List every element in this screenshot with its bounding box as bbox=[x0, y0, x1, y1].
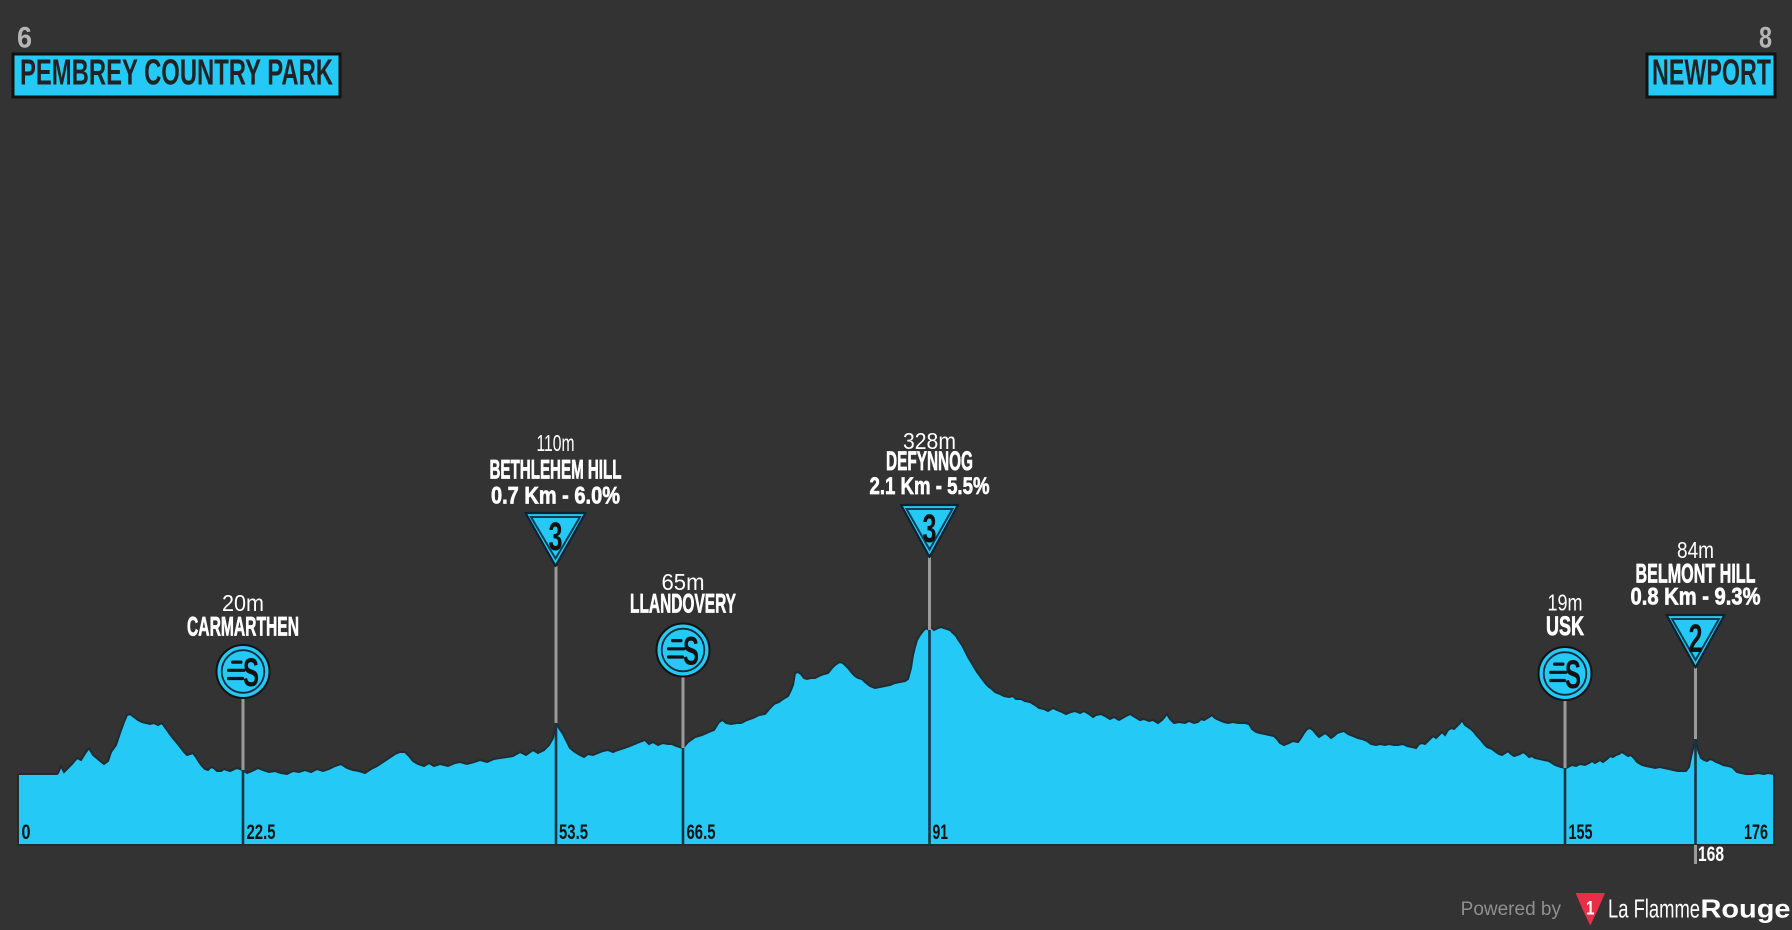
svg-text:S: S bbox=[1565, 652, 1581, 697]
svg-text:19m: 19m bbox=[1548, 590, 1583, 616]
svg-text:S: S bbox=[243, 650, 259, 695]
svg-text:53.5: 53.5 bbox=[559, 820, 588, 844]
svg-text:0.8 Km - 9.3%: 0.8 Km - 9.3% bbox=[1631, 584, 1761, 611]
svg-text:0.7 Km - 6.0%: 0.7 Km - 6.0% bbox=[491, 483, 620, 510]
svg-text:DEFYNNOG: DEFYNNOG bbox=[886, 446, 973, 476]
svg-text:BETHLEHEM HILL: BETHLEHEM HILL bbox=[490, 455, 622, 485]
svg-text:91: 91 bbox=[933, 820, 949, 844]
svg-text:Powered by: Powered by bbox=[1461, 899, 1562, 920]
svg-text:84m: 84m bbox=[1677, 537, 1714, 563]
svg-text:8: 8 bbox=[1759, 22, 1772, 55]
svg-text:3: 3 bbox=[548, 515, 562, 559]
svg-text:176: 176 bbox=[1744, 820, 1768, 844]
svg-text:110m: 110m bbox=[537, 430, 575, 456]
svg-text:328m: 328m bbox=[903, 428, 956, 454]
svg-text:BELMONT HILL: BELMONT HILL bbox=[1636, 559, 1756, 589]
svg-text:CARMARTHEN: CARMARTHEN bbox=[187, 612, 299, 642]
svg-text:S: S bbox=[683, 628, 699, 673]
svg-text:155: 155 bbox=[1569, 820, 1593, 844]
svg-text:LLANDOVERY: LLANDOVERY bbox=[630, 589, 736, 619]
svg-text:PEMBREY COUNTRY PARK: PEMBREY COUNTRY PARK bbox=[20, 52, 333, 93]
svg-text:3: 3 bbox=[922, 507, 936, 551]
svg-text:168: 168 bbox=[1698, 843, 1724, 866]
svg-text:NEWPORT: NEWPORT bbox=[1652, 52, 1771, 93]
svg-text:66.5: 66.5 bbox=[687, 820, 716, 844]
svg-text:1: 1 bbox=[1586, 897, 1595, 919]
svg-text:0: 0 bbox=[22, 820, 31, 844]
svg-text:2: 2 bbox=[1688, 617, 1702, 661]
svg-text:6: 6 bbox=[17, 22, 32, 55]
svg-text:Rouge: Rouge bbox=[1701, 894, 1791, 924]
svg-text:20m: 20m bbox=[222, 590, 264, 616]
svg-text:2.1 Km - 5.5%: 2.1 Km - 5.5% bbox=[870, 473, 990, 500]
svg-text:65m: 65m bbox=[662, 569, 705, 595]
svg-text:22.5: 22.5 bbox=[247, 820, 276, 844]
svg-text:La Flamme: La Flamme bbox=[1608, 894, 1700, 924]
svg-text:USK: USK bbox=[1546, 611, 1584, 641]
